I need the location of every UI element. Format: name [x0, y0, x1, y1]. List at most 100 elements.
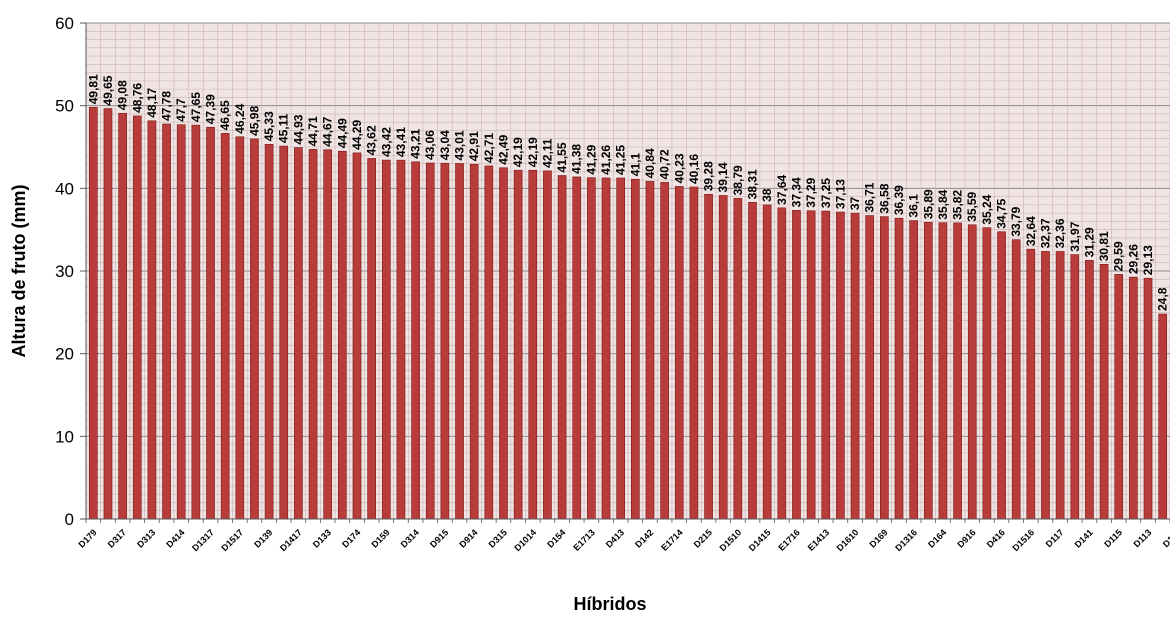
data-label: 42,19: [526, 137, 540, 167]
data-label: 46,65: [218, 100, 232, 130]
data-label: 29,59: [1112, 241, 1126, 271]
bar: [323, 149, 333, 520]
bar: [308, 149, 318, 520]
data-label: 43,41: [394, 127, 408, 157]
x-tick-label: D1417: [278, 527, 304, 553]
bar: [806, 210, 816, 520]
x-tick-label: D1510: [717, 527, 743, 553]
x-tick-label: E1716: [776, 527, 801, 552]
x-tick-label: D159: [369, 527, 391, 549]
data-label: 46,24: [233, 103, 247, 133]
bar: [396, 159, 406, 520]
x-tick-label: D1014: [512, 527, 538, 553]
data-label: 36,71: [863, 182, 877, 212]
bar: [206, 126, 215, 520]
x-tick-label: D142: [633, 527, 655, 549]
bar: [1041, 251, 1050, 520]
data-label: 39,28: [702, 161, 716, 191]
x-tick-label: D154: [545, 527, 567, 549]
data-label: 40,72: [658, 149, 672, 179]
bar: [836, 211, 845, 520]
x-tick-label: D413: [604, 527, 626, 549]
bar: [250, 138, 259, 520]
x-tick-label: D133: [311, 527, 333, 549]
bar: [1055, 251, 1065, 520]
bar: [411, 161, 420, 520]
bar: [235, 136, 245, 520]
data-label: 40,16: [687, 154, 701, 184]
bar: [909, 220, 918, 520]
data-label: 43,42: [379, 127, 393, 157]
bar: [894, 217, 904, 520]
bar: [630, 178, 640, 520]
bar: [147, 120, 157, 520]
data-label: 35,89: [921, 189, 935, 219]
bar: [1129, 276, 1138, 520]
bar: [850, 212, 860, 520]
bar: [953, 222, 962, 520]
bar: [674, 186, 684, 520]
bar: [425, 162, 435, 520]
data-label: 43,62: [365, 125, 379, 155]
data-label: 49,81: [86, 74, 100, 104]
x-tick-label: D1317: [190, 527, 216, 553]
y-axis-title: Altura de fruto (mm): [9, 184, 29, 357]
bar: [762, 204, 772, 520]
data-label: 44,93: [291, 114, 305, 144]
x-tick-label: D215: [692, 527, 714, 549]
y-tick-label: 40: [55, 179, 74, 198]
x-axis-ticks: D179 D317 D313 D414 D1317 D1517 D139 D1417 D133 D…: [76, 519, 1170, 553]
bar: [557, 175, 567, 520]
bar: [733, 198, 743, 520]
x-tick-label: D179: [76, 527, 98, 549]
data-label: 35,82: [951, 190, 965, 220]
x-tick-label: D169: [867, 527, 889, 549]
x-tick-label: E1413: [806, 527, 831, 552]
data-label: 49,65: [101, 75, 115, 105]
data-label: 41,26: [599, 145, 613, 175]
bar: [484, 165, 494, 520]
bar: [616, 177, 626, 520]
data-label: 44,71: [306, 116, 320, 146]
data-label: 41,29: [584, 144, 598, 174]
x-tick-label: D1516: [1010, 527, 1036, 553]
bar: [938, 222, 948, 520]
bar: [294, 147, 303, 520]
bar: [367, 158, 376, 520]
data-label: 29,26: [1126, 244, 1140, 274]
data-label: 37,64: [775, 174, 789, 204]
bar: [1026, 248, 1036, 520]
data-label: 47,7: [174, 98, 188, 122]
data-label: 38,79: [731, 165, 745, 195]
data-label: 47,65: [189, 92, 203, 122]
bar: [440, 162, 450, 520]
data-label: 35,59: [965, 191, 979, 221]
data-label: 41,55: [555, 142, 569, 172]
x-tick-label: D915: [428, 527, 450, 549]
x-tick-label: D914: [457, 527, 479, 549]
bar: [469, 163, 479, 520]
bar: [264, 143, 274, 520]
data-label: 44,49: [335, 118, 349, 148]
data-label: 31,97: [1068, 221, 1082, 251]
x-tick-label: D141: [1073, 527, 1095, 549]
data-label: 41,38: [570, 144, 584, 174]
data-label: 42,19: [511, 137, 525, 167]
data-label: 42,11: [540, 138, 554, 168]
data-label: 43,21: [409, 128, 423, 158]
bar: [88, 106, 98, 520]
data-label: 45,98: [247, 106, 261, 136]
data-label: 34,75: [995, 198, 1009, 228]
data-label: 37,25: [819, 178, 833, 208]
data-label: 49,08: [116, 80, 130, 110]
data-label: 44,67: [321, 116, 335, 146]
y-tick-label: 60: [55, 14, 74, 33]
bar: [103, 108, 113, 520]
data-label: 41,1: [628, 153, 642, 177]
y-tick-label: 10: [55, 427, 74, 446]
x-axis-title: Híbridos: [573, 594, 646, 614]
data-label: 45,11: [277, 113, 291, 143]
bar: [499, 167, 508, 520]
data-label: 43,01: [453, 130, 467, 160]
